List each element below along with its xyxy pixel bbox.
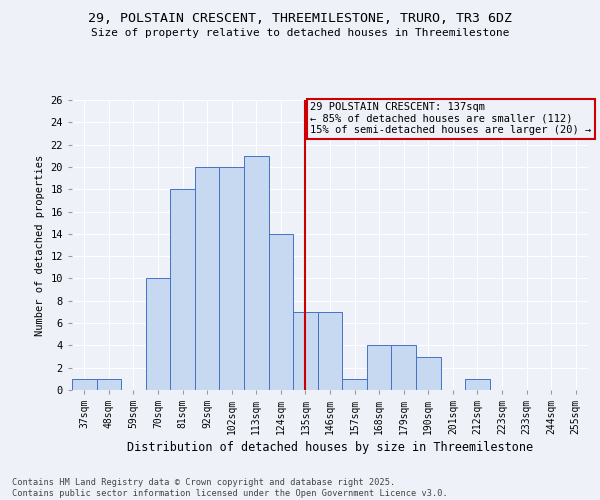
Bar	[318, 312, 342, 390]
Bar	[195, 167, 220, 390]
Bar	[146, 278, 170, 390]
Text: 29, POLSTAIN CRESCENT, THREEMILESTONE, TRURO, TR3 6DZ: 29, POLSTAIN CRESCENT, THREEMILESTONE, T…	[88, 12, 512, 26]
Bar	[170, 189, 195, 390]
Bar	[97, 379, 121, 390]
Bar	[220, 167, 244, 390]
Bar	[367, 346, 391, 390]
Bar	[244, 156, 269, 390]
Y-axis label: Number of detached properties: Number of detached properties	[35, 154, 45, 336]
Bar	[416, 356, 440, 390]
Bar	[269, 234, 293, 390]
Text: Contains HM Land Registry data © Crown copyright and database right 2025.
Contai: Contains HM Land Registry data © Crown c…	[12, 478, 448, 498]
Text: 29 POLSTAIN CRESCENT: 137sqm
← 85% of detached houses are smaller (112)
15% of s: 29 POLSTAIN CRESCENT: 137sqm ← 85% of de…	[310, 102, 592, 136]
Bar	[342, 379, 367, 390]
X-axis label: Distribution of detached houses by size in Threemilestone: Distribution of detached houses by size …	[127, 441, 533, 454]
Bar	[72, 379, 97, 390]
Bar	[465, 379, 490, 390]
Bar	[391, 346, 416, 390]
Bar	[293, 312, 318, 390]
Text: Size of property relative to detached houses in Threemilestone: Size of property relative to detached ho…	[91, 28, 509, 38]
